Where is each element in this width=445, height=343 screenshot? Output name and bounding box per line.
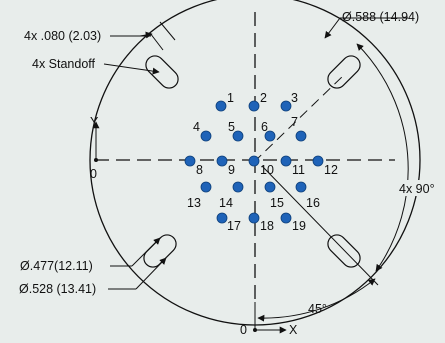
- contact-pin-number: 11: [292, 163, 305, 177]
- contact-pin-number: 10: [260, 163, 274, 177]
- contact-pin: [200, 130, 212, 142]
- standoff-slot: [327, 234, 361, 268]
- contact-pin-number: 13: [187, 196, 201, 210]
- contact-pin: [232, 181, 244, 193]
- contact-pin: [264, 181, 276, 193]
- bottom-origin-marker: [253, 328, 257, 332]
- left-origin-marker: [94, 158, 98, 162]
- contact-pin-number: 3: [291, 91, 298, 105]
- contact-pin-number: 17: [227, 219, 241, 233]
- slot-width-extension: [149, 32, 164, 51]
- standoff-slot: [145, 55, 179, 89]
- contact-pin: [216, 212, 228, 224]
- contact-pin-number: 2: [260, 91, 267, 105]
- slot-width-extension: [159, 21, 176, 41]
- angle-spacing-label-bg: [398, 180, 442, 196]
- slot-width-arrow: [139, 31, 153, 39]
- contact-pin-number: 5: [228, 120, 235, 134]
- diagonal-reference-line-lower: [261, 165, 379, 286]
- contact-pin: [280, 155, 292, 167]
- contact-pin: [295, 181, 307, 193]
- contact-pin: [215, 100, 227, 112]
- standoff-slot: [327, 55, 361, 89]
- contact-pin-number: 18: [260, 219, 274, 233]
- angle-spacing-arc: [356, 43, 409, 272]
- contact-pin: [248, 212, 260, 224]
- contact-pin: [312, 155, 324, 167]
- standoff-callout: 4x Standoff: [32, 57, 96, 71]
- outer-slot-diameter-callout: Ø.528 (13.41): [19, 282, 96, 296]
- inner-diameter-callout: Ø.477(12.11): [20, 259, 93, 273]
- slot-width-callout: 4x .080 (2.03): [24, 29, 101, 43]
- diagonal-reference-line: [253, 73, 346, 163]
- contact-pin: [248, 100, 260, 112]
- contact-pin-number: 8: [196, 163, 203, 177]
- contact-pin: [280, 100, 292, 112]
- contact-pin: [184, 155, 196, 167]
- contact-pin-number: 16: [306, 196, 320, 210]
- contact-pin: [200, 181, 212, 193]
- contact-pin: [295, 130, 307, 142]
- outer-diameter-callout: Ø.588 (14.94): [342, 10, 419, 24]
- contact-pin-number: 7: [291, 115, 298, 129]
- inner-diameter-leader: [131, 237, 161, 267]
- contact-pin-number: 4: [193, 120, 200, 134]
- contact-pin-number: 14: [219, 196, 233, 210]
- left-origin-label: 0: [90, 167, 97, 181]
- contact-pin-number: 12: [324, 163, 338, 177]
- contact-pin-number: 1: [227, 91, 234, 105]
- x-axis-label: X: [289, 323, 298, 337]
- contact-pin: [264, 130, 276, 142]
- contact-pin-number: 6: [261, 120, 268, 134]
- contact-pin: [248, 155, 260, 167]
- contact-pin-number: 19: [292, 219, 306, 233]
- y-axis-label: Y: [90, 115, 99, 129]
- contact-pin: [216, 155, 228, 167]
- bottom-origin-label: 0: [240, 323, 247, 337]
- contact-pin: [232, 130, 244, 142]
- contact-pin: [280, 212, 292, 224]
- angle-spacing-callout: 4x 90°: [399, 182, 435, 196]
- angle-offset-arc: [257, 278, 376, 322]
- contact-pin-number: 9: [228, 163, 235, 177]
- standoff-leader: [103, 63, 160, 75]
- outer-slot-diameter-leader: [135, 257, 167, 290]
- outer-diameter-leader: [324, 17, 408, 39]
- contact-pin-number: 15: [270, 196, 284, 210]
- angle-offset-callout: 45°: [308, 302, 327, 316]
